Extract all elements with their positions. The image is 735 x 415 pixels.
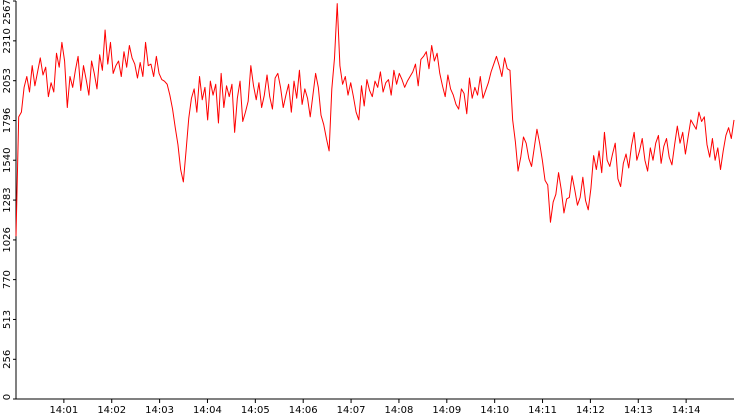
y-tick-label: 1796 bbox=[2, 108, 13, 133]
x-tick-label: 14:08 bbox=[385, 405, 414, 415]
x-axis: 14:01 14:02 14:03 14:04 14:05 14:06 14:07 14:08… bbox=[16, 398, 734, 415]
x-tick-label: 14:03 bbox=[145, 405, 174, 415]
x-tick-label: 14:06 bbox=[289, 405, 318, 415]
y-tick-label: 256 bbox=[2, 350, 13, 369]
x-tick-label: 14:05 bbox=[241, 405, 270, 415]
x-tick-label: 14:02 bbox=[97, 405, 126, 415]
x-tick-label: 14:13 bbox=[624, 405, 653, 415]
x-tick-label: 14:11 bbox=[528, 405, 557, 415]
x-tick-label: 14:09 bbox=[432, 405, 461, 415]
y-axis: 0 256 513 770 1026 1283 1540 1796 2053 2310 2567 bbox=[2, 0, 17, 400]
y-tick-label: 2567 bbox=[2, 0, 13, 25]
x-tick-label: 14:07 bbox=[337, 405, 366, 415]
x-tick-label: 14:12 bbox=[576, 405, 605, 415]
x-tick-label: 14:01 bbox=[49, 405, 78, 415]
y-tick-label: 2053 bbox=[2, 68, 13, 93]
x-tick-label: 14:10 bbox=[480, 405, 509, 415]
series-line bbox=[15, 3, 735, 237]
x-tick-label: 14:14 bbox=[672, 405, 701, 415]
y-tick-label: 513 bbox=[2, 310, 13, 329]
y-tick-label: 1026 bbox=[2, 227, 13, 252]
y-tick-label: 1540 bbox=[2, 148, 13, 173]
y-tick-label: 2310 bbox=[2, 28, 13, 53]
y-tick-label: 770 bbox=[2, 270, 13, 289]
y-tick-label: 0 bbox=[2, 394, 13, 400]
y-tick-label: 1283 bbox=[2, 187, 13, 212]
series-layer bbox=[15, 3, 735, 237]
x-tick-label: 14:04 bbox=[193, 405, 222, 415]
